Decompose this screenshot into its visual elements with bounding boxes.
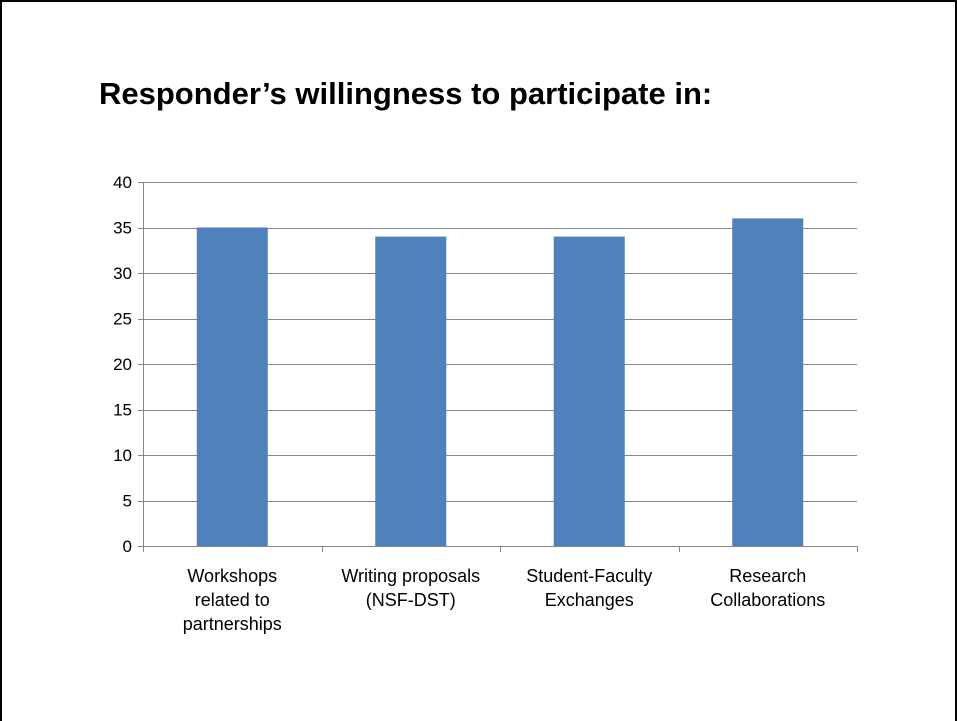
x-tick-label-1-line-1: (NSF-DST) — [366, 590, 456, 610]
bar-2 — [553, 236, 625, 546]
y-tick-label-40: 40 — [113, 173, 132, 192]
bar-1 — [375, 236, 447, 546]
x-tick-label-3-line-0: Research — [729, 566, 806, 586]
y-tick-label-25: 25 — [113, 310, 132, 329]
y-tick-label-20: 20 — [113, 355, 132, 374]
bar-0 — [196, 227, 268, 546]
y-tick-label-5: 5 — [123, 492, 132, 511]
x-tick-label-0-line-2: partnerships — [183, 614, 282, 634]
x-tick-label-2: Student-Faculty Exchanges — [526, 566, 652, 610]
x-tick-label-2-line-0: Student-Faculty — [526, 566, 652, 586]
x-tick-label-3: Research Collaborations — [710, 566, 825, 610]
y-tick-label-0: 0 — [123, 537, 132, 556]
x-tick-label-2-line-1: Exchanges — [545, 590, 634, 610]
chart-title: Responder’s willingness to participate i… — [99, 76, 713, 111]
y-tick-label-10: 10 — [113, 446, 132, 465]
x-tick-label-0-line-0: Workshops — [187, 566, 277, 586]
tick-labels: 0 5 10 15 20 25 30 35 40 Workshops related to partn… — [113, 173, 825, 634]
x-tick-label-1: Writing proposals (NSF-DST) — [341, 566, 480, 610]
y-tick-label-35: 35 — [113, 219, 132, 238]
x-tick-label-3-line-1: Collaborations — [710, 590, 825, 610]
y-tick-label-30: 30 — [113, 264, 132, 283]
axes — [138, 182, 858, 552]
bars — [196, 218, 804, 546]
x-tick-label-1-line-0: Writing proposals — [341, 566, 480, 586]
y-tick-label-15: 15 — [113, 401, 132, 420]
x-tick-label-0-line-1: related to — [195, 590, 270, 610]
bar-3 — [732, 218, 804, 546]
x-tick-label-0: Workshops related to partnerships — [183, 566, 282, 634]
